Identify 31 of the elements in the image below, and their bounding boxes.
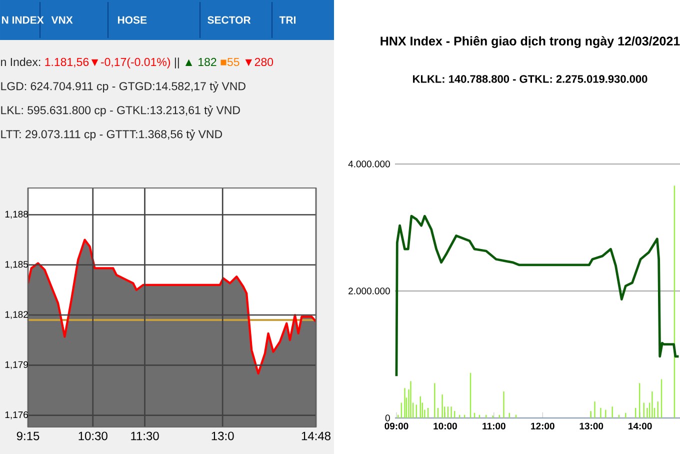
text: n Index: (1, 58, 40, 66)
text: HOSE (118, 16, 147, 24)
chart-title: HNX Index - Phiên giao dịch trong ngày 12/03/2021 (380, 36, 680, 48)
x-tick-label: 10:30 (78, 432, 108, 440)
text: || (174, 58, 179, 68)
text: ▼280 (245, 58, 274, 66)
x-tick-label: 11:00 (482, 422, 506, 430)
x-tick-label: 9:15 (16, 432, 40, 440)
y-tick-label: 4.000.000 (348, 160, 390, 168)
text: LKL: 595.631.800 cp - GTKL:13.213,61 tỷ VND (1, 105, 240, 117)
text: N INDEX (2, 16, 44, 24)
line-series (395, 214, 680, 378)
chart-subtitle: KLKL: 140.788.800 - GTKL: 2.275.019.930.000 (413, 75, 648, 83)
x-tick-label: 14:00 (628, 422, 652, 430)
text: VNX (51, 16, 73, 24)
y-tick-label: 0 (385, 414, 390, 422)
x-tick-label: 12:00 (531, 422, 554, 430)
x-tick-label: 14:48 (302, 432, 330, 440)
x-tick-label: 10:00 (434, 422, 457, 430)
x-tick-label: 09:00 (384, 422, 408, 430)
text: ▲ 182 (185, 58, 216, 66)
x-tick-label: 13:00 (580, 422, 604, 430)
text: LTT: 29.073.111 cp - GTTT:1.368,56 tỷ VND (1, 129, 222, 141)
text: 1.181,56▼-0,17(-0.01%) (45, 58, 170, 68)
y-tick-label: 2.000.000 (348, 288, 390, 294)
x-tick-label: 13:0 (212, 432, 234, 440)
text: SECTOR (208, 16, 251, 24)
text: LGD: 624.704.911 cp - GTGD:14.582,17 tỷ VND (1, 81, 246, 93)
text: TRI (279, 16, 296, 24)
x-tick-label: 11:30 (131, 432, 159, 440)
text: ■55 (220, 58, 240, 66)
